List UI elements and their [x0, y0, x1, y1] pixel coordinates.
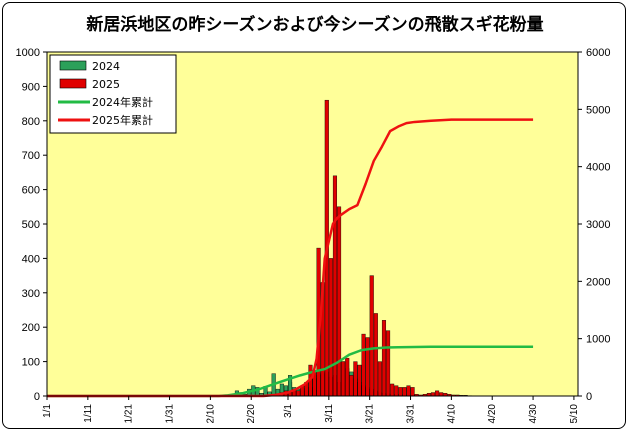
bar-2025	[361, 333, 366, 397]
legend: 2024 2025 2024年累計 2025年累計	[49, 54, 177, 134]
x-tick-label: 5/10	[569, 404, 580, 424]
legend-label: 2025	[92, 78, 120, 91]
bar-2025	[386, 330, 391, 397]
x-tick-label: 3/11	[324, 404, 335, 423]
y2-tick-label: 2000	[586, 276, 610, 288]
legend-label: 2024	[92, 60, 120, 73]
legend-label: 2024年累計	[92, 95, 153, 109]
bar-2025	[377, 361, 382, 397]
legend-swatch	[59, 78, 87, 89]
y2-tick-label: 5000	[586, 104, 610, 116]
bar-2025	[341, 361, 346, 397]
x-tick-label: 3/1	[283, 404, 294, 418]
y-tick-label: 500	[22, 219, 40, 231]
x-tick-label: 3/21	[365, 404, 376, 424]
x-tick-label: 2/10	[205, 404, 216, 424]
y-tick-label: 900	[22, 81, 40, 93]
bar-2025	[357, 364, 362, 397]
bar-2025	[394, 385, 399, 397]
bar-2025	[373, 313, 378, 397]
x-tick-label: 1/31	[165, 404, 176, 424]
x-tick-label: 4/10	[446, 404, 457, 424]
line-2024-cumulative	[47, 345, 534, 398]
bar-2025	[381, 320, 387, 397]
bar-2025	[390, 383, 395, 397]
bar-2025	[410, 387, 415, 397]
bar-2025	[353, 361, 358, 397]
x-tick-label: 1/1	[42, 404, 53, 418]
bar-2025	[406, 385, 411, 397]
y-tick-label: 100	[22, 357, 40, 369]
y-tick-label: 200	[22, 322, 40, 334]
y2-tick-label: 1000	[586, 334, 610, 346]
bar-2025	[337, 206, 342, 397]
x-tick-label: 2/20	[246, 404, 257, 424]
legend-swatch	[59, 60, 87, 71]
y-tick-label: 400	[22, 253, 40, 265]
x-tick-label: 4/30	[528, 404, 539, 424]
y-tick-label: 1000	[16, 47, 40, 59]
cumulative-lines	[47, 118, 534, 398]
bar-2025	[398, 387, 403, 397]
line-2025-cumulative	[47, 118, 534, 398]
x-axis: 1/1 1/11 1/21 1/31 2/10 2/20 3/1 3/11 3/21 3/31 4/…	[42, 396, 580, 423]
y-tick-label: 800	[22, 116, 40, 128]
bar-2025	[365, 337, 370, 397]
y-tick-label: 700	[22, 150, 40, 162]
bar-2025	[430, 392, 436, 397]
y2-tick-label: 4000	[586, 162, 610, 174]
bar-2025	[349, 375, 354, 397]
bar-2025	[435, 390, 440, 397]
y2-tick-label: 0	[586, 391, 592, 403]
bar-2025	[296, 390, 301, 397]
bar-2025	[328, 258, 333, 397]
y2-tick-label: 3000	[586, 219, 610, 231]
x-tick-label: 1/21	[124, 404, 135, 424]
legend-label: 2025年累計	[92, 113, 153, 127]
y-tick-label: 0	[34, 391, 40, 403]
x-tick-label: 3/31	[406, 404, 417, 424]
bar-2025	[402, 387, 407, 397]
y-tick-label: 300	[22, 288, 40, 300]
bar-2025	[439, 392, 444, 397]
y-tick-label: 600	[22, 185, 40, 197]
y-axis-right: 0 1000 2000 3000 4000 5000 6000	[578, 47, 610, 403]
bar-2025	[369, 275, 374, 397]
bars-2025	[271, 99, 472, 397]
y-axis-left: 0 100 200 300 400 500 600 700 800 900 1000	[16, 47, 47, 403]
y2-tick-label: 6000	[586, 47, 610, 59]
bar-2025	[345, 357, 350, 397]
chart-title: 新居浜地区の昨シーズンおよび今シーズンの飛散スギ花粉量	[86, 15, 544, 35]
x-tick-label: 4/20	[487, 404, 498, 424]
x-tick-label: 1/11	[83, 404, 94, 423]
